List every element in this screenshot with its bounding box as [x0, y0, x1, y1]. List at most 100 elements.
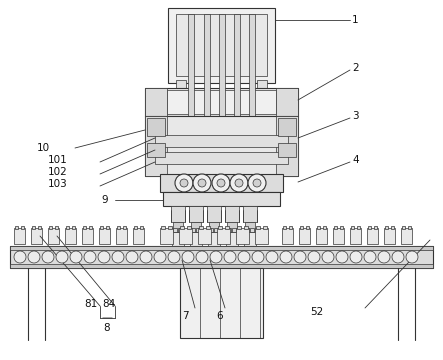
Bar	[145, 116, 298, 176]
Circle shape	[196, 251, 208, 263]
Bar	[217, 228, 230, 244]
Bar	[145, 88, 298, 116]
Bar	[10, 264, 433, 268]
Bar	[256, 226, 260, 229]
Circle shape	[378, 251, 390, 263]
Bar	[99, 228, 110, 244]
Circle shape	[392, 251, 404, 263]
Bar	[198, 228, 211, 244]
Text: 9: 9	[101, 195, 108, 205]
Bar	[100, 226, 103, 229]
Bar	[263, 226, 267, 229]
Circle shape	[198, 179, 206, 187]
Bar	[160, 228, 173, 244]
Bar	[214, 228, 218, 232]
Bar	[278, 118, 296, 136]
Bar	[31, 228, 42, 244]
Bar	[147, 118, 165, 136]
Bar	[299, 228, 310, 244]
Circle shape	[28, 251, 40, 263]
Bar	[226, 232, 238, 246]
Bar	[257, 80, 267, 90]
Bar	[133, 228, 144, 244]
Bar	[243, 206, 257, 222]
Bar	[334, 226, 337, 229]
Text: 101: 101	[48, 155, 68, 165]
Bar	[323, 226, 326, 229]
Bar	[209, 222, 219, 232]
Bar	[117, 226, 120, 229]
Bar	[106, 226, 109, 229]
Circle shape	[112, 251, 124, 263]
Circle shape	[235, 179, 243, 187]
Bar	[199, 226, 203, 229]
Bar	[276, 116, 298, 176]
Bar	[191, 228, 195, 232]
Bar	[15, 226, 18, 229]
Bar	[10, 246, 433, 250]
Bar	[176, 80, 186, 90]
Bar	[282, 228, 293, 244]
Bar	[196, 228, 200, 232]
Text: 10: 10	[37, 143, 50, 153]
Bar	[350, 228, 361, 244]
Circle shape	[280, 251, 292, 263]
Text: 102: 102	[48, 167, 68, 177]
Bar	[402, 226, 405, 229]
Bar	[38, 226, 41, 229]
Bar	[306, 226, 309, 229]
Bar	[21, 226, 24, 229]
Circle shape	[193, 174, 211, 192]
Circle shape	[154, 251, 166, 263]
Bar	[55, 226, 58, 229]
Bar	[351, 226, 354, 229]
Circle shape	[224, 251, 236, 263]
Bar	[237, 226, 241, 229]
Bar	[232, 228, 236, 232]
Bar	[191, 222, 201, 232]
Circle shape	[210, 251, 222, 263]
Text: 52: 52	[310, 307, 323, 317]
Bar	[49, 226, 52, 229]
Bar	[401, 228, 412, 244]
Circle shape	[217, 179, 225, 187]
Bar	[72, 226, 75, 229]
Bar	[145, 88, 167, 116]
Bar	[65, 228, 76, 244]
Circle shape	[175, 174, 193, 192]
Bar	[244, 232, 256, 246]
Bar	[357, 226, 360, 229]
Text: 7: 7	[182, 311, 188, 321]
Bar	[190, 232, 202, 246]
Circle shape	[266, 251, 278, 263]
Bar	[155, 152, 288, 164]
Bar	[168, 226, 172, 229]
Bar	[234, 14, 240, 116]
Bar	[367, 228, 378, 244]
Bar	[32, 226, 35, 229]
Bar	[172, 232, 184, 246]
Circle shape	[182, 251, 194, 263]
Circle shape	[212, 174, 230, 192]
Bar	[180, 268, 263, 338]
Bar	[374, 226, 377, 229]
Circle shape	[406, 251, 418, 263]
Text: 8: 8	[104, 323, 110, 333]
Bar	[340, 226, 343, 229]
Bar	[89, 226, 92, 229]
Bar	[82, 228, 93, 244]
Bar	[207, 206, 221, 222]
Bar	[225, 226, 229, 229]
Circle shape	[336, 251, 348, 263]
Bar	[244, 226, 248, 229]
Bar	[187, 226, 191, 229]
Bar	[236, 228, 249, 244]
Bar	[188, 14, 194, 116]
Text: 103: 103	[48, 179, 68, 189]
Bar	[173, 222, 183, 232]
Circle shape	[98, 251, 110, 263]
Circle shape	[84, 251, 96, 263]
Circle shape	[126, 251, 138, 263]
Circle shape	[180, 179, 188, 187]
Text: 84: 84	[102, 299, 116, 309]
